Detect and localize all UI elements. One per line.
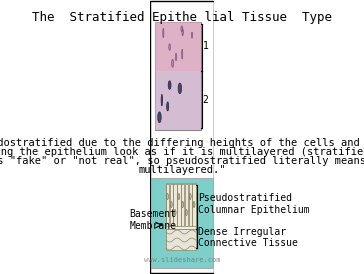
Ellipse shape <box>182 49 183 59</box>
Ellipse shape <box>178 83 182 94</box>
Bar <box>177 184 181 226</box>
Bar <box>155 71 201 130</box>
Text: "pseudo" means "fake" or "not real", so pseudostratified literally means, "not r: "pseudo" means "fake" or "not real", so … <box>0 156 364 166</box>
Bar <box>185 184 188 226</box>
Ellipse shape <box>168 81 171 89</box>
Text: www.slideshare.com: www.slideshare.com <box>144 257 220 263</box>
Bar <box>166 229 196 250</box>
Ellipse shape <box>178 193 180 199</box>
Ellipse shape <box>158 112 161 123</box>
Bar <box>192 184 196 226</box>
Ellipse shape <box>182 29 183 36</box>
Ellipse shape <box>170 201 172 207</box>
Text: Dense Irregular
Connective Tissue: Dense Irregular Connective Tissue <box>198 227 297 249</box>
Ellipse shape <box>169 44 170 50</box>
Ellipse shape <box>182 201 183 207</box>
Bar <box>166 184 169 226</box>
Text: It is called pseudostratified due to the differing heights of the cells and the : It is called pseudostratified due to the… <box>0 138 364 148</box>
Text: 1: 1 <box>202 41 208 51</box>
Ellipse shape <box>186 210 187 215</box>
Ellipse shape <box>181 26 183 32</box>
Ellipse shape <box>167 193 169 199</box>
Bar <box>170 184 173 226</box>
Bar <box>181 184 184 226</box>
Text: Pseudostratified
Columnar Epithelium: Pseudostratified Columnar Epithelium <box>198 193 309 215</box>
Ellipse shape <box>163 28 164 38</box>
Text: The  Stratified Epithe lial Tissue  Type: The Stratified Epithe lial Tissue Type <box>32 11 332 24</box>
Ellipse shape <box>193 201 195 207</box>
Bar <box>173 184 177 226</box>
Bar <box>155 22 201 130</box>
Text: the cells, making the epithelium look as if it is multilayered (stratified). The: the cells, making the epithelium look as… <box>0 147 364 157</box>
Ellipse shape <box>191 32 193 38</box>
Ellipse shape <box>174 210 176 215</box>
Text: 2: 2 <box>202 95 208 105</box>
Text: multilayered.": multilayered." <box>138 165 226 175</box>
Ellipse shape <box>161 94 163 106</box>
Bar <box>151 178 213 268</box>
Bar <box>155 22 201 71</box>
Ellipse shape <box>189 193 191 199</box>
Text: Basement
Membrane: Basement Membrane <box>130 209 177 231</box>
Bar <box>166 183 196 229</box>
Ellipse shape <box>175 53 177 61</box>
Ellipse shape <box>167 102 169 111</box>
Bar <box>189 184 192 226</box>
Ellipse shape <box>171 59 174 67</box>
